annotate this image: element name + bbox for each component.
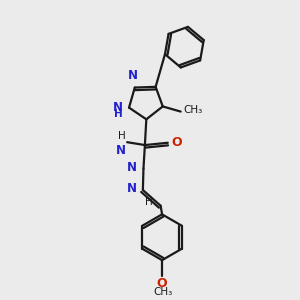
Text: N: N [128, 69, 138, 82]
Text: O: O [157, 277, 167, 290]
Text: H: H [145, 197, 153, 207]
Text: O: O [172, 136, 182, 149]
Text: N: N [113, 101, 123, 114]
Text: N: N [127, 160, 137, 174]
Text: N: N [127, 182, 136, 195]
Text: H: H [114, 109, 123, 119]
Text: CH₃: CH₃ [153, 287, 172, 297]
Text: CH₃: CH₃ [183, 105, 202, 115]
Text: N: N [116, 145, 126, 158]
Text: H: H [118, 131, 126, 141]
